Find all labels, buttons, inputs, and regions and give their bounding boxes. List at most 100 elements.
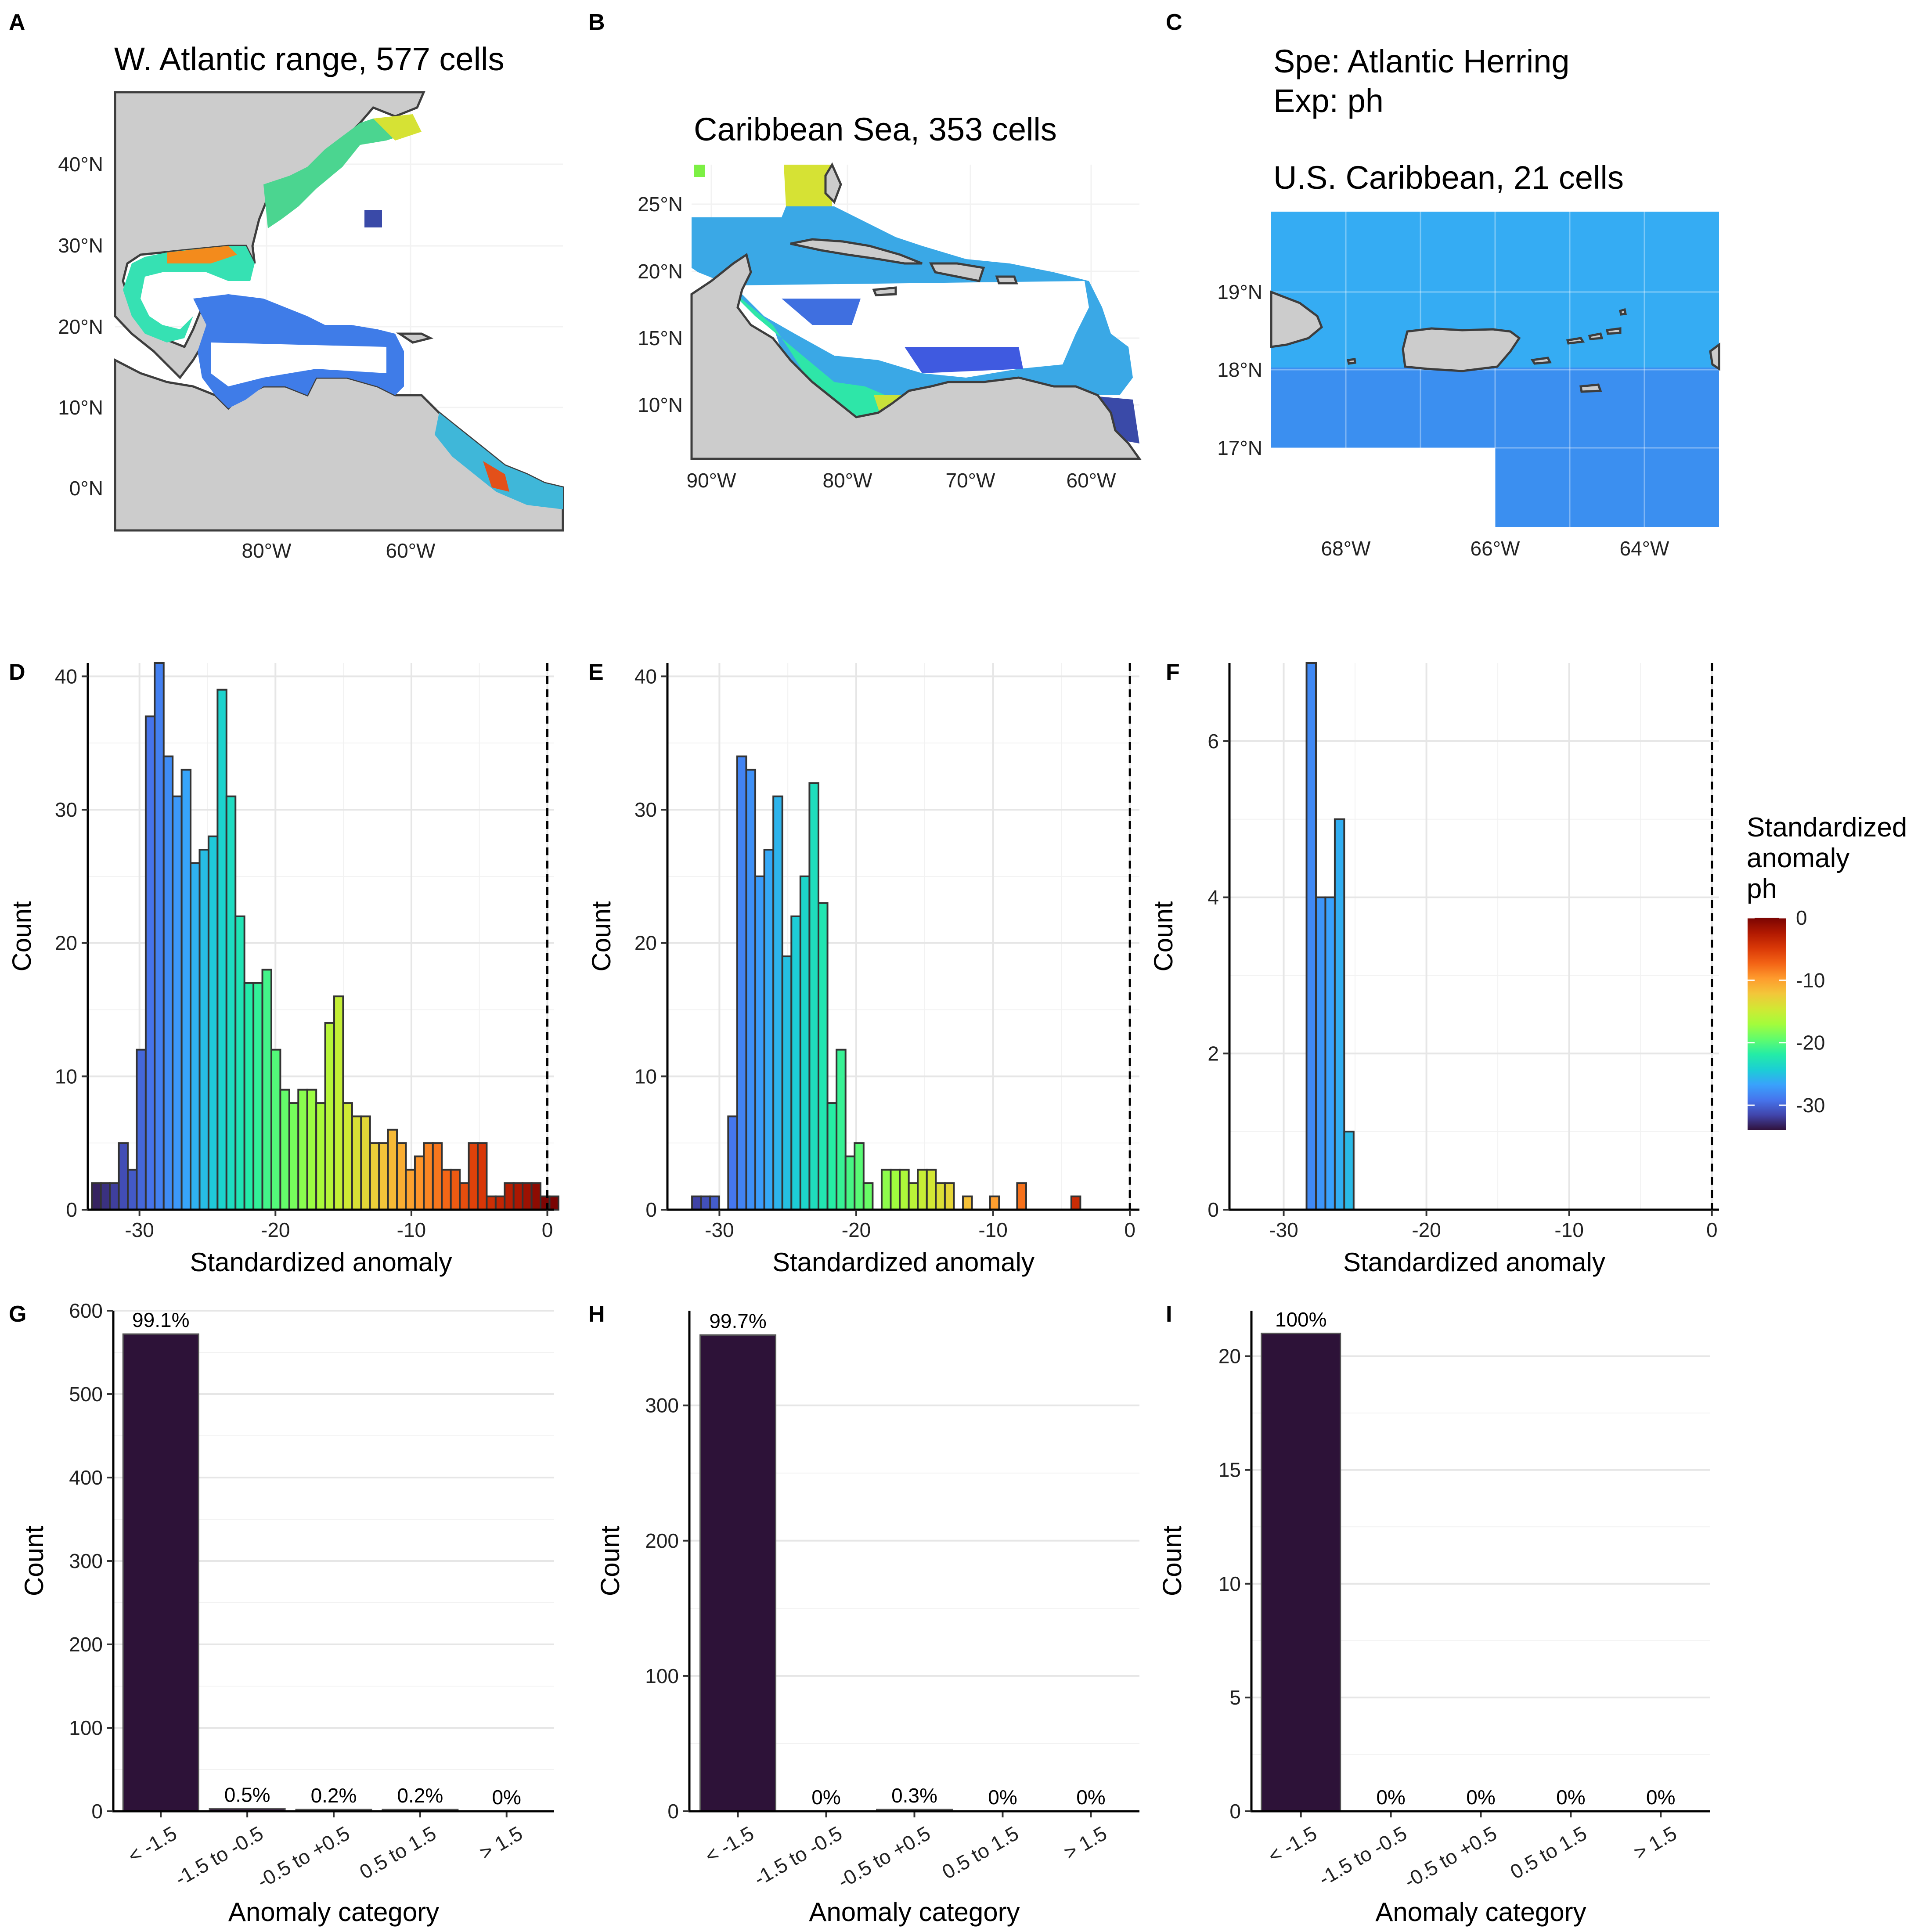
x-axis-title: Anomaly category bbox=[228, 1897, 439, 1927]
histogram-bar bbox=[180, 768, 192, 1211]
y-tick-label: 100 bbox=[69, 1716, 103, 1739]
histogram-bar bbox=[369, 1142, 380, 1211]
y-tick-label: 10 bbox=[55, 1065, 77, 1088]
y-tick-label: 300 bbox=[645, 1394, 679, 1417]
map-c-cells-south bbox=[1495, 448, 1719, 527]
histogram-bar bbox=[252, 982, 263, 1211]
y-tick-label: 0 bbox=[66, 1198, 77, 1221]
histogram-bar bbox=[522, 1182, 533, 1211]
histogram-bar bbox=[162, 755, 174, 1211]
legend-title-line3: ph bbox=[1747, 874, 1777, 904]
map-c-cells-middle bbox=[1271, 368, 1719, 448]
bar-percent-label: 0% bbox=[492, 1786, 521, 1809]
histogram-bar bbox=[279, 1089, 290, 1211]
map-c-land bbox=[1270, 290, 1720, 393]
histogram-bar bbox=[530, 1182, 542, 1211]
y-tick-label: 6 bbox=[1208, 730, 1219, 753]
panel-letter-c: C bbox=[1166, 10, 1182, 35]
histogram-bar bbox=[772, 795, 783, 1211]
bar-percent-label: 0.3% bbox=[891, 1784, 937, 1807]
histogram-bar bbox=[862, 1182, 874, 1211]
x-tick-label: -20 bbox=[261, 1218, 290, 1241]
histogram-bar bbox=[432, 1142, 443, 1211]
panel-letter-i: I bbox=[1166, 1301, 1172, 1327]
category-label: -1.5 to -0.5 bbox=[171, 1822, 267, 1890]
x-axis-title: Standardized anomaly bbox=[1343, 1247, 1605, 1277]
histogram-bar bbox=[1016, 1182, 1027, 1211]
histogram-bar bbox=[709, 1195, 720, 1211]
map-b-y-ticks: 25°N 20°N 15°N 10°N bbox=[638, 193, 683, 416]
category-bar-panel: 100%< -1.50%-1.5 to -0.50%-0.5 to +0.50%… bbox=[1157, 1308, 1710, 1927]
y-tick-label: 200 bbox=[69, 1633, 103, 1656]
map-c-title-line1: Spe: Atlantic Herring bbox=[1273, 43, 1570, 79]
histogram-bar bbox=[288, 1102, 299, 1211]
y-tick-label: 500 bbox=[69, 1383, 103, 1406]
histogram-bar bbox=[333, 995, 344, 1211]
bar-percent-label: 0.2% bbox=[397, 1784, 443, 1807]
map-b: 25°N 20°N 15°N 10°N 90°W 80°W 70°W 60°W bbox=[638, 162, 1142, 492]
map-c-x-tick: 66°W bbox=[1471, 537, 1521, 560]
bar-percent-label: 100% bbox=[1275, 1308, 1327, 1331]
histogram-bar bbox=[1305, 662, 1317, 1211]
histogram-bar bbox=[190, 862, 201, 1211]
map-a-gulf-shelf bbox=[123, 246, 255, 342]
histogram-bar bbox=[459, 1182, 470, 1211]
map-c-title-line2: Exp: ph bbox=[1273, 83, 1384, 119]
map-b-x-ticks: 90°W 80°W 70°W 60°W bbox=[687, 469, 1117, 492]
x-tick-label: -30 bbox=[1269, 1218, 1298, 1241]
map-b-south-edge bbox=[905, 347, 1023, 373]
map-b-x-tick: 80°W bbox=[823, 469, 873, 492]
map-b-y-tick: 10°N bbox=[638, 393, 683, 416]
category-label: > 1.5 bbox=[1630, 1822, 1681, 1864]
map-a-y-tick: 0°N bbox=[69, 477, 103, 500]
bar-percent-label: 0% bbox=[1556, 1786, 1585, 1809]
y-tick-label: 2 bbox=[1208, 1042, 1219, 1065]
histogram-bar bbox=[387, 1128, 398, 1211]
histogram-bar bbox=[109, 1182, 120, 1211]
y-tick-label: 5 bbox=[1229, 1686, 1241, 1709]
map-b-central-america-shelf bbox=[720, 281, 896, 422]
map-c-y-tick: 19°N bbox=[1217, 281, 1262, 303]
map-b-florida-cells bbox=[784, 165, 832, 206]
map-b-y-tick: 20°N bbox=[638, 260, 683, 283]
histogram-bar bbox=[324, 1022, 335, 1211]
histogram-bar bbox=[127, 1168, 138, 1211]
map-a-y-tick: 20°N bbox=[58, 315, 103, 338]
y-tick-label: 0 bbox=[645, 1198, 657, 1221]
histogram-bar bbox=[1315, 896, 1326, 1211]
bar-percent-label: 0% bbox=[988, 1786, 1017, 1809]
map-a-y-ticks: 40°N 30°N 20°N 10°N 0°N bbox=[58, 153, 103, 500]
bar-percent-label: 0% bbox=[1376, 1786, 1405, 1809]
histogram-bar bbox=[1334, 818, 1345, 1211]
histogram-bar bbox=[935, 1182, 946, 1211]
map-c-x-tick: 68°W bbox=[1321, 537, 1371, 560]
category-label: -0.5 to +0.5 bbox=[253, 1822, 353, 1893]
histogram-bar bbox=[880, 1168, 892, 1211]
y-tick-label: 20 bbox=[55, 932, 77, 955]
map-b-x-tick: 60°W bbox=[1067, 469, 1117, 492]
legend-title-line2: anomaly bbox=[1747, 843, 1849, 873]
y-axis-title: Count bbox=[587, 901, 616, 971]
histogram-bar bbox=[745, 768, 757, 1211]
x-tick-label: -30 bbox=[125, 1218, 154, 1241]
histogram-bar bbox=[504, 1182, 515, 1211]
histogram-bar bbox=[243, 982, 255, 1211]
y-tick-label: 100 bbox=[645, 1665, 679, 1687]
x-tick-label: -10 bbox=[397, 1218, 426, 1241]
histogram-bar bbox=[844, 1155, 856, 1211]
colorbar-legend: Standardized anomaly ph 0 -10 -20 -30 bbox=[1747, 812, 1907, 1130]
histogram-bar bbox=[198, 849, 209, 1211]
y-tick-label: 400 bbox=[69, 1466, 103, 1489]
histogram-bar bbox=[763, 849, 775, 1211]
histogram-bar bbox=[315, 1102, 326, 1211]
category-bar-panel: 99.7% < -1.5 0% -1.5 to -0.5 0.3% -0.5 to +0.… bbox=[595, 1309, 1139, 1927]
histogram-bar bbox=[297, 1089, 308, 1211]
histogram-bar bbox=[468, 1142, 479, 1211]
map-b-x-tick: 70°W bbox=[946, 469, 996, 492]
y-tick-label: 300 bbox=[69, 1550, 103, 1572]
histogram-bar bbox=[808, 782, 820, 1211]
y-axis-title: Count bbox=[19, 1526, 49, 1596]
y-axis-title: Count bbox=[1149, 901, 1178, 971]
histogram-bar bbox=[154, 662, 165, 1211]
histogram-bar bbox=[899, 1168, 910, 1211]
